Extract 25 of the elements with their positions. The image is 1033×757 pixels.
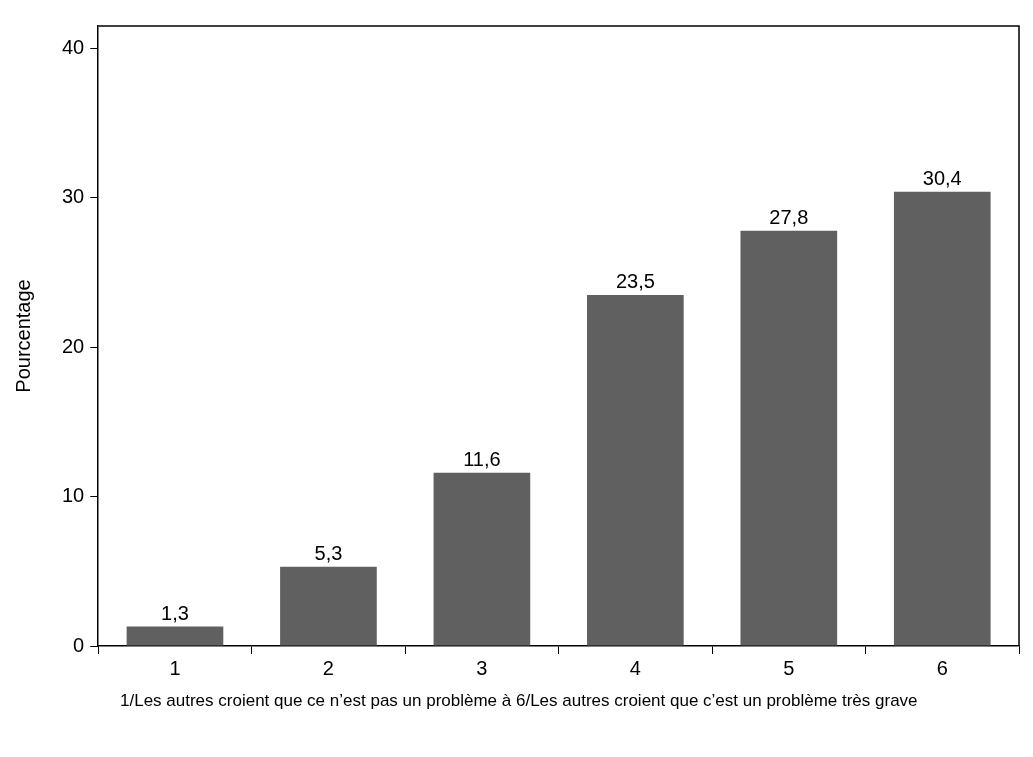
data-label: 30,4 [922,167,962,190]
data-label: 5,3 [314,542,343,565]
bar [280,566,377,646]
x-tick-label: 6 [936,656,948,679]
y-tick-label: 20 [62,334,85,357]
y-tick-label: 40 [62,35,85,58]
data-label: 11,6 [463,448,501,471]
x-tick-label: 5 [783,656,795,679]
x-tick-label: 4 [629,656,641,679]
bar [740,230,838,646]
x-axis-title: 1/Les autres croient que ce n’est pas un problème à 6/Les autres croient que c’est un problème très grave [120,690,919,712]
x-tick-label: 3 [476,656,488,679]
y-axis-title: Pourcentage [11,279,34,393]
y-tick-label: 10 [62,484,85,507]
bar [893,191,991,646]
bar [126,626,224,646]
data-label: 23,5 [615,270,655,293]
y-tick-label: 0 [73,633,85,656]
bar [433,472,531,646]
bar [587,294,684,646]
x-tick-label: 2 [322,656,334,679]
y-tick-label: 30 [62,185,85,208]
x-tick-label: 1 [169,656,181,679]
data-label: 27,8 [769,206,809,229]
data-label: 1,3 [161,602,189,625]
